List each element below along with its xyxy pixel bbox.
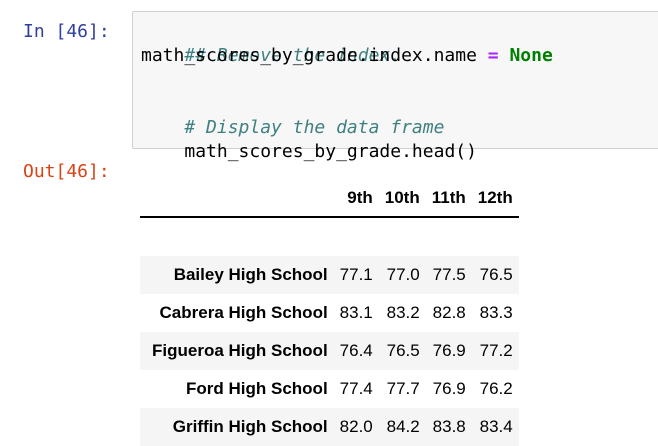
code-line-2: math_scores_by_grade.index.name = None [141,44,658,68]
dataframe-table: 9th 10th 11th 12th Bailey High School 77… [140,180,519,446]
column-header: 12th [471,180,519,218]
table-cell: 77.2 [479,341,513,360]
table-cell: 77.0 [386,265,420,284]
table-cell: 84.2 [386,417,420,436]
table-cell: 83.4 [479,417,513,436]
dataframe-header: 9th 10th 11th 12th [140,180,519,218]
column-header: 11th [425,180,472,218]
code-comment: ## Remove the index. [184,45,402,66]
dataframe-body: Bailey High School 77.1 77.0 77.5 76.5 C… [140,217,519,446]
code-line-4: # Display the data frame [141,92,658,138]
input-prompt: In [46]: [23,21,110,42]
code-line-5: math_scores_by_grade.head() [141,116,658,162]
code-comment: # Display the data frame [184,117,445,138]
table-cell: 76.2 [479,379,513,398]
index-header-cell [140,180,334,218]
code-line-3 [141,68,658,92]
row-index-label: Figueroa High School [152,341,328,360]
code-assign-operator: = [487,45,499,66]
table-row: Ford High School 77.4 77.7 76.9 76.2 [140,370,519,408]
table-cell: 77.4 [339,379,373,398]
table-cell: 82.0 [339,417,373,436]
table-cell: 76.9 [432,341,466,360]
table-cell: 83.3 [479,303,513,322]
column-header: 9th [333,180,379,218]
table-cell: 77.5 [432,265,466,284]
table-row: Cabrera High School 83.1 83.2 82.8 83.3 [140,294,519,332]
row-index-label: Griffin High School [172,417,328,436]
row-index-label: Ford High School [186,379,328,398]
column-header: 10th [378,180,426,218]
output-area: 9th 10th 11th 12th Bailey High School 77… [140,180,519,446]
code-statement: math_scores_by_grade.head() [184,141,477,162]
table-cell: 77.7 [386,379,420,398]
table-row: Bailey High School 77.1 77.0 77.5 76.5 [140,256,519,294]
code-cell-editor[interactable]: ## Remove the index. math_scores_by_grad… [132,11,658,162]
table-cell: 76.9 [432,379,466,398]
table-cell: 83.8 [432,417,466,436]
output-prompt: Out[46]: [23,161,110,182]
table-cell: 76.5 [479,265,513,284]
code-assign-target: math_scores_by_grade.index.name [141,45,488,66]
code-keyword-none: None [498,45,553,66]
table-row: Griffin High School 82.0 84.2 83.8 83.4 [140,408,519,446]
table-cell: 83.1 [339,303,373,322]
table-cell: 83.2 [386,303,420,322]
table-cell: 76.5 [386,341,420,360]
code-line-1: ## Remove the index. [141,20,658,66]
table-cell: 76.4 [339,341,373,360]
table-cell: 77.1 [339,265,373,284]
row-index-label: Bailey High School [173,265,328,284]
header-spacer [140,217,519,256]
table-row: Figueroa High School 76.4 76.5 76.9 77.2 [140,332,519,370]
row-index-label: Cabrera High School [159,303,328,322]
table-cell: 82.8 [432,303,466,322]
header-row: 9th 10th 11th 12th [140,180,519,218]
